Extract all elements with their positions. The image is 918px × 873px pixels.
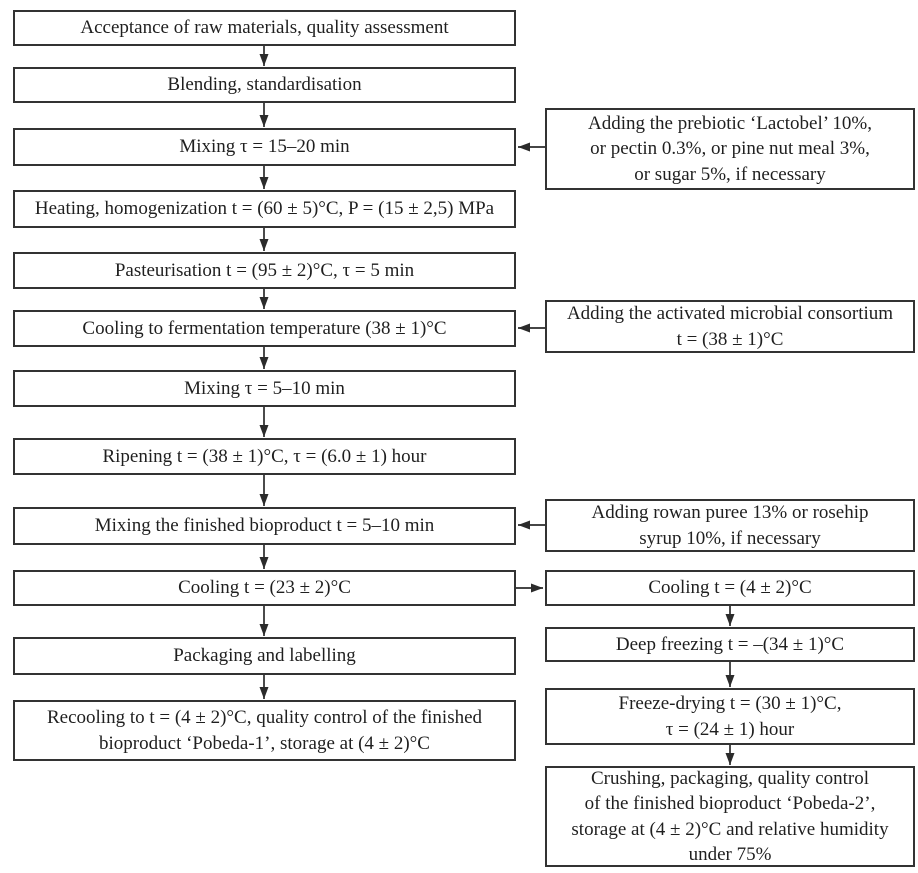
flow-box-pasteurisation: Pasteurisation t = (95 ± 2)°C, τ = 5 min <box>13 252 516 289</box>
flow-box-mixing-2: Mixing τ = 5–10 min <box>13 370 516 407</box>
flow-box-adding-microbial-consortium: Adding the activated microbial consortiu… <box>545 300 915 353</box>
flow-box-acceptance: Acceptance of raw materials, quality ass… <box>13 10 516 46</box>
flow-box-heating-homogenization: Heating, homogenization t = (60 ± 5)°C, … <box>13 190 516 228</box>
flow-box-mixing-1: Mixing τ = 15–20 min <box>13 128 516 166</box>
flow-box-cooling-23: Cooling t = (23 ± 2)°C <box>13 570 516 606</box>
flow-box-freeze-drying: Freeze-drying t = (30 ± 1)°C, τ = (24 ± … <box>545 688 915 745</box>
flow-box-cooling-4: Cooling t = (4 ± 2)°C <box>545 570 915 606</box>
flow-box-cooling-fermentation: Cooling to fermentation temperature (38 … <box>13 310 516 347</box>
flow-box-ripening: Ripening t = (38 ± 1)°C, τ = (6.0 ± 1) h… <box>13 438 516 475</box>
flow-box-packaging-labelling: Packaging and labelling <box>13 637 516 675</box>
flow-box-adding-rowan-puree: Adding rowan puree 13% or rosehip syrup … <box>545 499 915 552</box>
flow-box-crushing-packaging: Crushing, packaging, quality control of … <box>545 766 915 867</box>
flow-box-mixing-finished-bioproduct: Mixing the finished bioproduct t = 5–10 … <box>13 507 516 545</box>
flow-box-recooling-storage: Recooling to t = (4 ± 2)°C, quality cont… <box>13 700 516 761</box>
flow-box-blending: Blending, standardisation <box>13 67 516 103</box>
flow-box-adding-prebiotic: Adding the prebiotic ‘Lactobel’ 10%, or … <box>545 108 915 190</box>
flow-box-deep-freezing: Deep freezing t = –(34 ± 1)°C <box>545 627 915 662</box>
